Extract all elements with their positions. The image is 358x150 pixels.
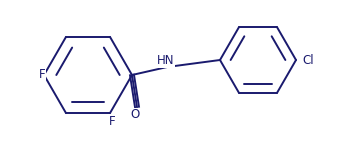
Text: F: F (109, 115, 115, 128)
Text: O: O (130, 108, 140, 122)
Text: HN: HN (156, 54, 174, 68)
Text: F: F (39, 69, 45, 81)
Text: Cl: Cl (302, 54, 314, 66)
